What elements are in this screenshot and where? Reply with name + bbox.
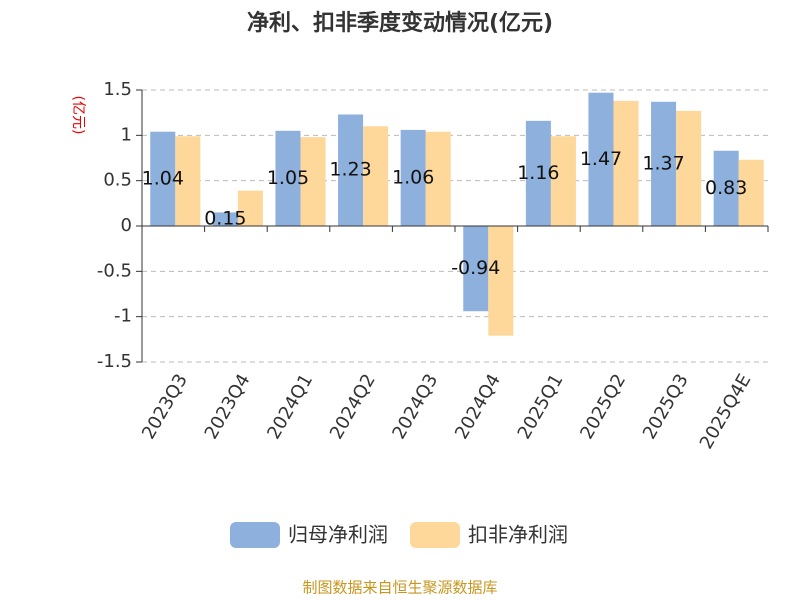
bar [275, 130, 301, 226]
x-tick-label: 2024Q1 [263, 371, 317, 443]
bar [463, 226, 489, 312]
chart-title: 净利、扣非季度变动情况(亿元) [247, 10, 553, 36]
x-tick-label: 2025Q3 [639, 371, 693, 443]
bar [651, 101, 677, 226]
data-label: 1.23 [329, 159, 371, 181]
bar [338, 114, 364, 226]
y-tick-label: -1.5 [97, 351, 132, 372]
bar [363, 126, 389, 226]
bar [400, 129, 426, 226]
x-tick-label: 2024Q2 [326, 371, 380, 443]
data-label: 1.06 [392, 166, 434, 188]
bar [588, 92, 614, 226]
data-label: -0.94 [451, 257, 500, 279]
bar [300, 137, 326, 226]
legend-swatch [410, 522, 460, 548]
x-tick-label: 2025Q1 [514, 371, 568, 443]
x-tick-label: 2024Q3 [388, 371, 442, 443]
x-tick-label: 2023Q4 [201, 371, 255, 443]
bar [488, 226, 514, 336]
data-label: 0.83 [705, 177, 747, 199]
y-axis-label: (亿元) [70, 96, 86, 135]
x-tick-label: 2025Q4E [696, 371, 756, 453]
legend-swatch [230, 522, 280, 548]
y-tick-label: -0.5 [97, 260, 132, 281]
source-note: 制图数据来自恒生聚源数据库 [302, 579, 497, 597]
bar [676, 110, 702, 226]
data-label: 1.16 [517, 162, 559, 184]
y-tick-label: -1 [114, 306, 132, 327]
data-label: 1.37 [642, 152, 684, 174]
bar [525, 120, 551, 226]
x-tick-label: 2024Q4 [451, 371, 505, 443]
bar [175, 136, 201, 226]
bar [425, 131, 451, 226]
bar [550, 136, 576, 226]
data-label: 0.15 [204, 208, 246, 230]
y-tick-label: 0 [121, 215, 132, 236]
y-tick-label: 1 [121, 124, 132, 145]
x-tick-label: 2023Q3 [138, 371, 192, 443]
y-tick-label: 1.5 [103, 79, 132, 100]
bar [237, 190, 263, 226]
y-tick-label: 0.5 [103, 170, 132, 191]
bar [212, 212, 238, 226]
data-label: 1.47 [580, 148, 622, 170]
bar [738, 159, 764, 226]
legend-label: 扣非净利润 [468, 523, 568, 547]
bar [713, 150, 739, 226]
bar [613, 100, 639, 226]
bar [150, 131, 176, 226]
legend-label: 归母净利润 [288, 523, 388, 547]
data-label: 1.05 [267, 167, 309, 189]
x-tick-label: 2025Q2 [576, 371, 630, 443]
data-label: 1.04 [142, 167, 184, 189]
